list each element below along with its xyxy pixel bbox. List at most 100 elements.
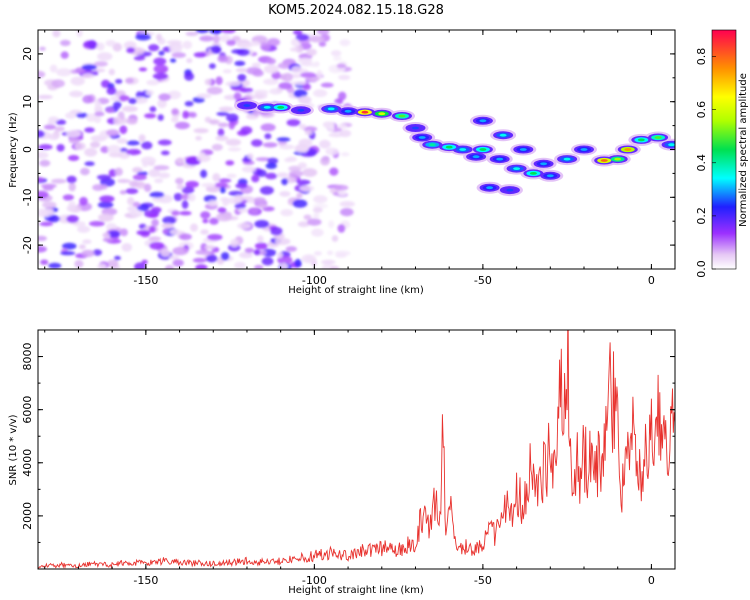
noise-blob [260, 42, 271, 51]
noise-blob [38, 208, 49, 218]
noise-blob [285, 246, 297, 252]
noise-blob [107, 230, 121, 238]
noise-blob [277, 255, 293, 265]
noise-blob [83, 40, 98, 48]
signal-peak [580, 148, 588, 151]
noise-blob [267, 38, 280, 47]
noise-blob [60, 39, 71, 47]
y-tick-label: 4000 [21, 449, 34, 477]
noise-blob [336, 63, 347, 69]
signal-peak [327, 107, 335, 111]
noise-blob [65, 112, 77, 119]
noise-blob [292, 199, 308, 208]
signal-peak [344, 109, 352, 113]
noise-blob [116, 138, 128, 144]
noise-blob [201, 183, 217, 188]
noise-blob [141, 141, 153, 150]
colorbar: 0.0 0.2 0.4 0.6 0.8 Normalized spectral ampl… [695, 29, 749, 278]
signal-peak [479, 148, 487, 151]
noise-blob [220, 252, 230, 261]
signal-peak [486, 186, 494, 190]
noise-blob [69, 90, 84, 98]
noise-blob [219, 34, 231, 43]
colorbar-gradient [712, 30, 736, 269]
noise-blob [148, 236, 162, 242]
noise-blob [89, 220, 105, 227]
noise-blob [198, 152, 205, 157]
noise-blob [259, 186, 274, 195]
y-tick-label: 8000 [21, 343, 34, 371]
noise-blob [162, 229, 169, 234]
noise-blob [161, 223, 175, 229]
noise-blob [173, 193, 183, 201]
noise-blob [195, 135, 202, 141]
signal-peak [418, 136, 426, 139]
noise-blob [313, 89, 328, 98]
noise-blob [247, 153, 254, 160]
noise-blob [39, 46, 46, 51]
noise-blob [68, 182, 76, 192]
noise-blob [255, 157, 271, 162]
signal-peak [540, 162, 548, 166]
noise-blob [195, 30, 209, 34]
noise-blob [245, 67, 262, 75]
noise-blob [67, 155, 80, 161]
noise-blob [62, 194, 74, 201]
noise-blob [298, 95, 312, 105]
noise-blob [40, 183, 57, 189]
noise-blob [228, 190, 244, 196]
noise-blob [151, 206, 162, 214]
noise-blob [97, 263, 107, 269]
noise-blob [40, 259, 49, 265]
noise-blob [210, 45, 222, 54]
noise-blob [38, 94, 53, 100]
colorbar-frame [711, 29, 737, 270]
y-tick-label: -20 [21, 236, 34, 254]
noise-blob [212, 173, 221, 182]
signal-peak [563, 157, 571, 161]
colorbar-tick-label: 0.2 [695, 207, 708, 225]
noise-blob [207, 234, 223, 241]
noise-blob [66, 129, 81, 138]
noise-blob [172, 246, 189, 256]
noise-blob [102, 232, 111, 238]
y-tick-label: 0 [21, 146, 34, 153]
noise-blob [52, 30, 61, 38]
noise-blob [327, 250, 334, 256]
noise-blob [276, 137, 291, 142]
noise-blob [237, 222, 252, 230]
noise-blob [202, 219, 209, 224]
noise-blob [96, 174, 112, 180]
noise-blob [80, 167, 90, 176]
noise-blob [181, 200, 189, 209]
noise-blob [106, 129, 120, 137]
noise-blob [154, 178, 164, 184]
noise-blob [132, 167, 143, 173]
noise-blob [133, 55, 146, 61]
noise-blob [320, 156, 330, 166]
noise-blob [211, 143, 223, 151]
signal-peak [546, 174, 554, 178]
noise-blob [235, 68, 248, 73]
noise-blob [126, 118, 138, 125]
snr-frame [37, 329, 676, 570]
noise-blob [190, 223, 198, 232]
noise-blob [105, 107, 115, 114]
noise-blob [251, 174, 260, 183]
noise-blob [167, 90, 181, 100]
noise-blob [123, 41, 137, 50]
noise-blob [335, 253, 347, 258]
noise-blob [106, 86, 117, 95]
noise-blob [38, 245, 47, 253]
noise-blob [215, 135, 229, 141]
snr-series-line [38, 330, 675, 569]
noise-blob [140, 156, 156, 165]
noise-blob [320, 82, 334, 88]
noise-blob [200, 243, 208, 252]
noise-blob [290, 81, 307, 86]
noise-blob [262, 142, 278, 148]
noise-blob [330, 265, 340, 269]
noise-blob [220, 30, 236, 34]
noise-blob [43, 124, 57, 130]
noise-blob [196, 93, 212, 99]
